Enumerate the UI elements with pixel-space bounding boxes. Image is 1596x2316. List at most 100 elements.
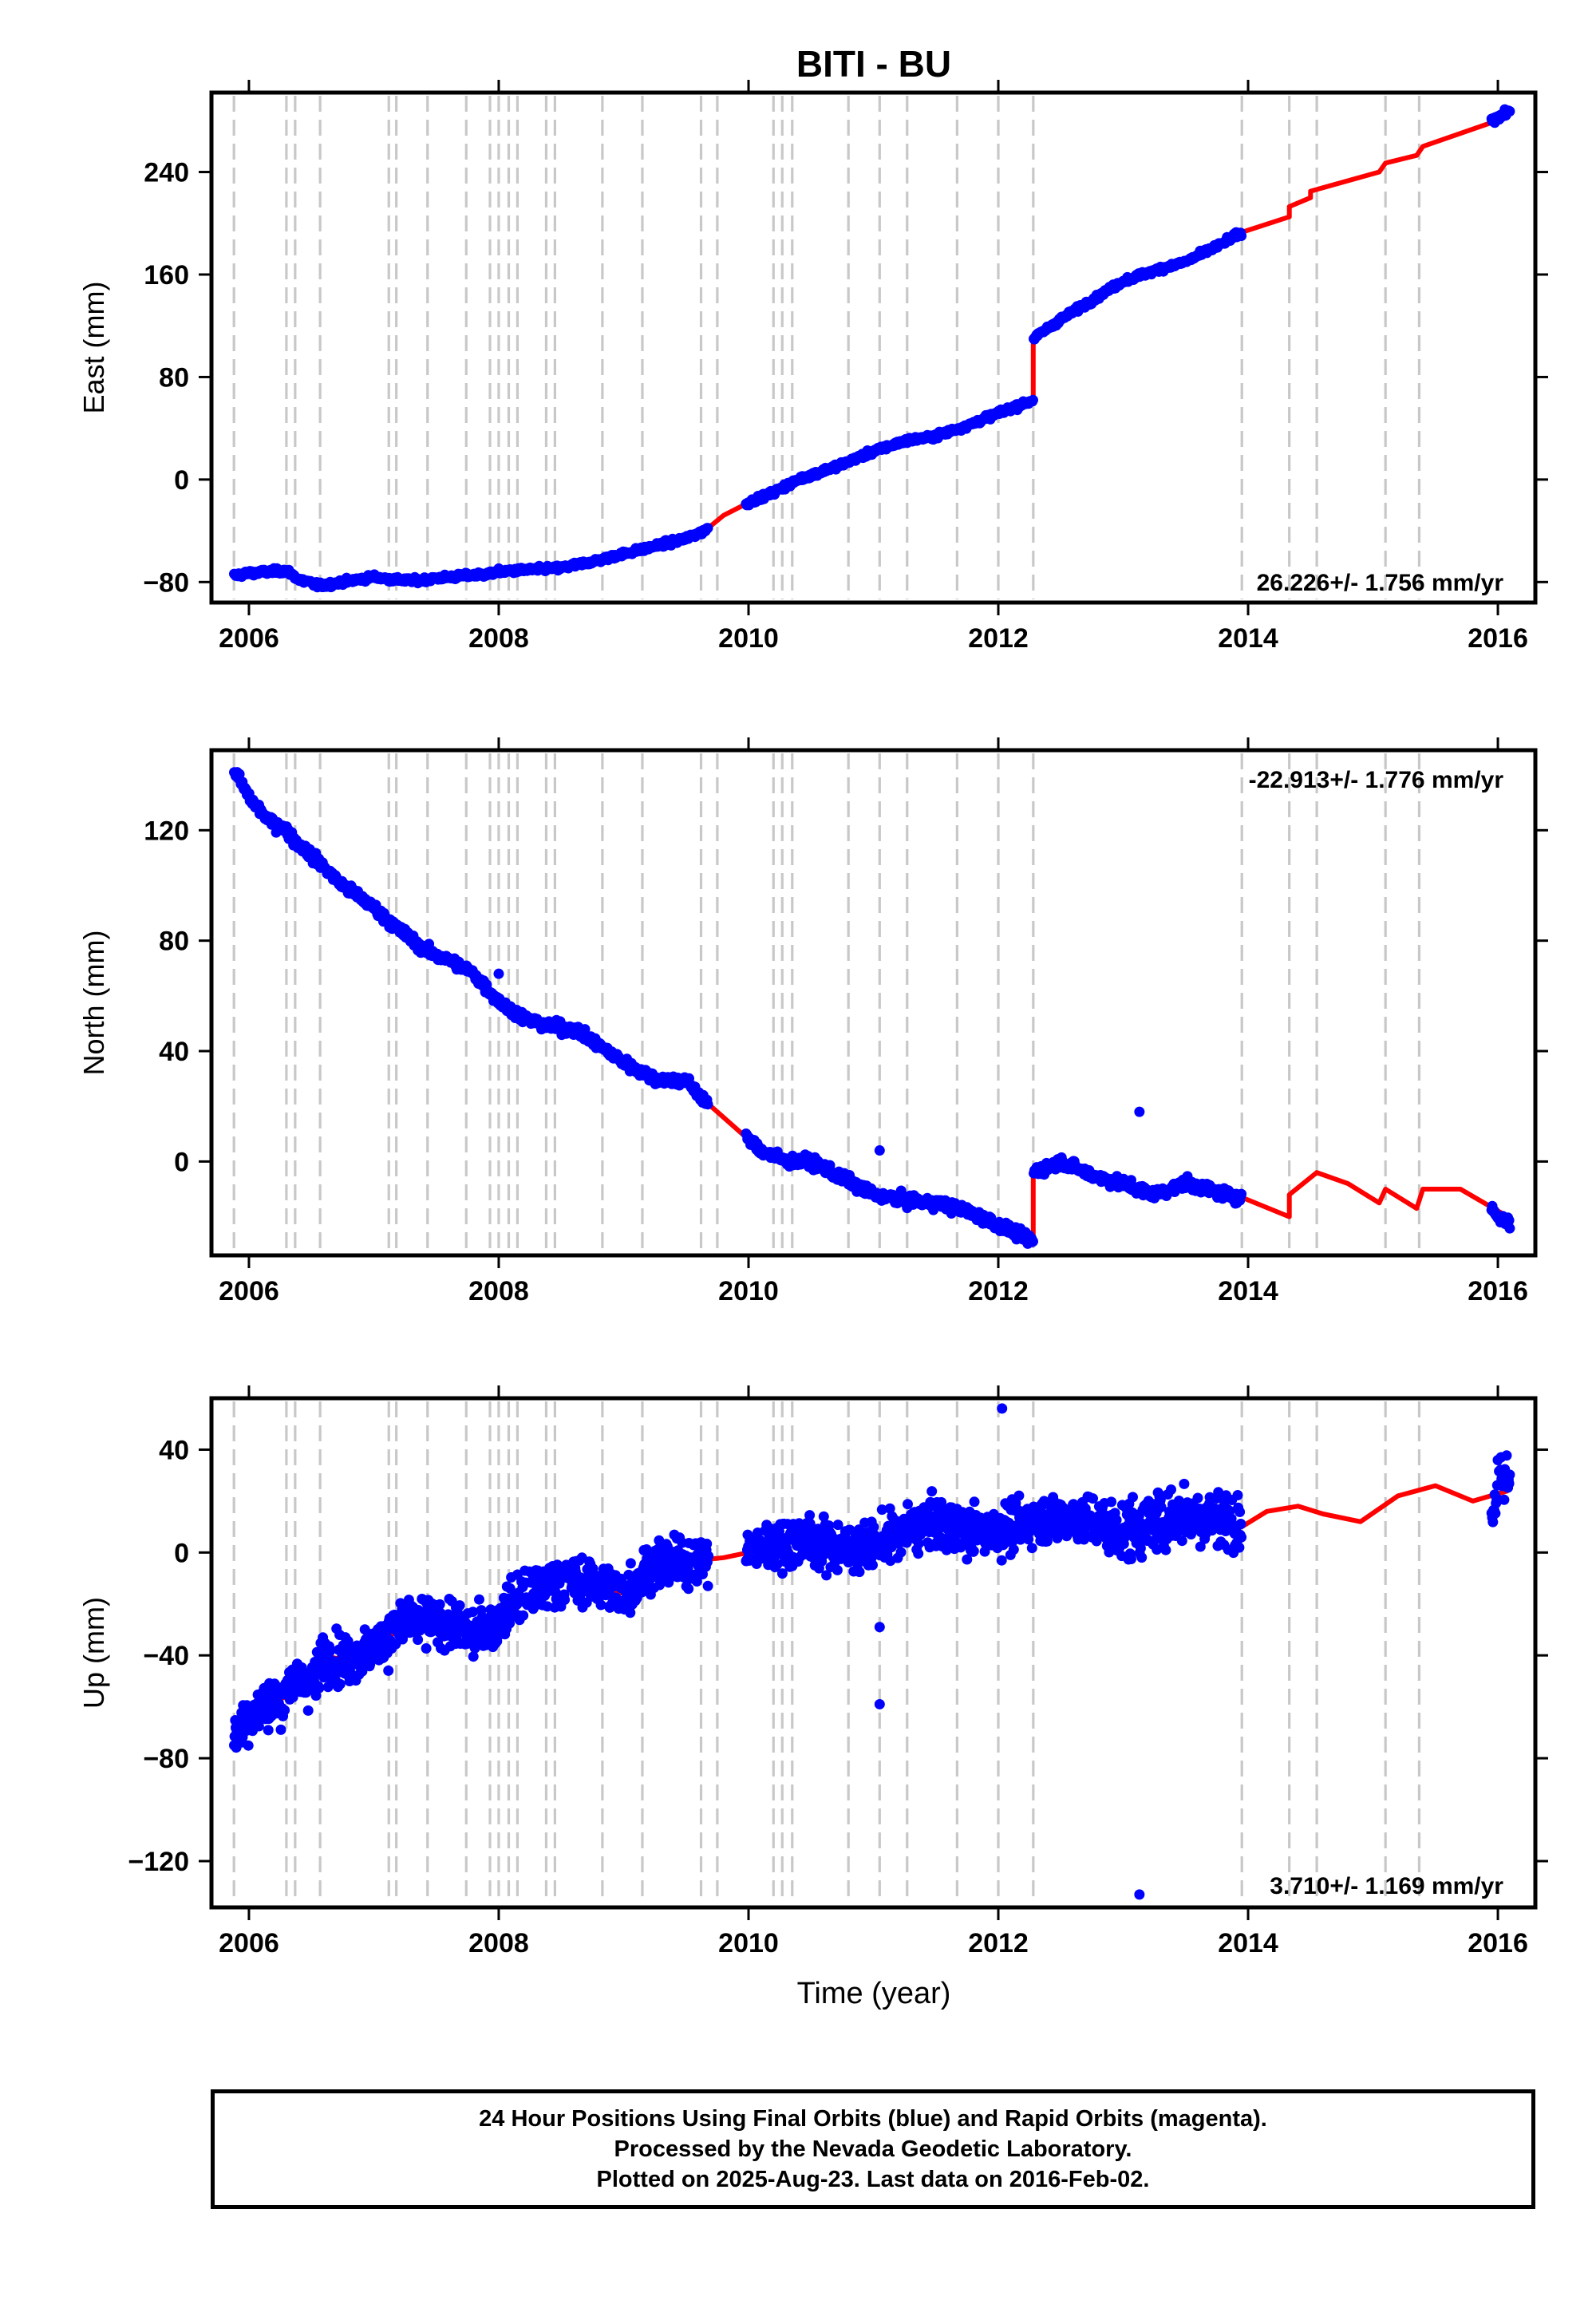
up-point-1339 xyxy=(968,1546,979,1556)
north-y-tick-label-2: 80 xyxy=(159,927,189,957)
up-point-1848 xyxy=(1235,1519,1246,1529)
up-point-1146 xyxy=(867,1559,878,1571)
up-point-699 xyxy=(595,1599,606,1611)
up-point-901 xyxy=(701,1539,713,1549)
north-outlier-point-1 xyxy=(874,1145,885,1156)
up-point-456 xyxy=(468,1651,479,1662)
up-point-1659 xyxy=(1136,1552,1148,1563)
up-point-1326 xyxy=(962,1554,973,1565)
footer-line-1: 24 Hour Positions Using Final Orbits (bl… xyxy=(479,2106,1267,2132)
north-x-tick-label-5: 2016 xyxy=(1468,1276,1528,1306)
north-rate-label: -22.913+/- 1.776 mm/yr xyxy=(1249,767,1504,793)
footer-box: 24 Hour Positions Using Final Orbits (bl… xyxy=(211,2089,1535,2209)
up-point-755 xyxy=(625,1607,636,1618)
up-point-141 xyxy=(302,1705,314,1716)
up-point-1428 xyxy=(1015,1534,1026,1545)
up-point-1827 xyxy=(1224,1505,1235,1516)
up-point-366 xyxy=(421,1643,432,1654)
up-point-1259 xyxy=(926,1486,938,1497)
north-y-tick-label-3: 120 xyxy=(144,816,189,846)
up-point-1026 xyxy=(804,1510,816,1521)
up-point-1103 xyxy=(844,1524,855,1535)
north-y-tick-label-1: 40 xyxy=(159,1037,189,1067)
east-point-1294 xyxy=(1236,231,1247,241)
up-x-tick-label-5: 2016 xyxy=(1468,1928,1528,1958)
up-point-89 xyxy=(275,1724,286,1735)
up-point-1870 xyxy=(1499,1494,1510,1505)
north-point-1323 xyxy=(1503,1215,1515,1226)
east-rate-label: 26.226+/- 1.756 mm/yr xyxy=(1257,570,1504,596)
up-point-1340 xyxy=(969,1496,980,1508)
up-y-tick-label-2: −40 xyxy=(143,1641,189,1671)
up-y-tick-label-4: 40 xyxy=(159,1435,189,1465)
up-point-1642 xyxy=(1128,1492,1138,1503)
up-point-1213 xyxy=(903,1499,913,1510)
up-point-630 xyxy=(559,1595,571,1605)
up-point-1846 xyxy=(1235,1507,1246,1517)
up-point-1121 xyxy=(854,1567,865,1578)
up-point-1573 xyxy=(1091,1535,1102,1547)
up-outlier-point-0 xyxy=(874,1622,885,1633)
east-point-1324 xyxy=(1504,106,1515,117)
up-point-1234 xyxy=(913,1538,924,1549)
east-x-tick-label-2: 2010 xyxy=(718,623,779,654)
up-y-tick-label-3: 0 xyxy=(174,1538,189,1568)
up-point-112 xyxy=(287,1692,298,1703)
east-data-points xyxy=(229,104,1515,593)
up-point-1566 xyxy=(1088,1493,1098,1504)
east-x-tick-label-3: 2012 xyxy=(968,623,1029,654)
up-point-1058 xyxy=(821,1570,832,1581)
up-point-1852 xyxy=(1487,1516,1499,1528)
up-point-1879 xyxy=(1504,1469,1515,1480)
up-point-1179 xyxy=(884,1503,895,1514)
up-point-96 xyxy=(279,1705,290,1716)
up-point-1766 xyxy=(1192,1492,1203,1504)
up-point-1079 xyxy=(832,1564,843,1575)
up-point-350 xyxy=(413,1634,424,1646)
up-rate-label: 3.710+/- 1.169 mm/yr xyxy=(1270,1873,1503,1899)
north-point-1294 xyxy=(1236,1188,1247,1199)
east-y-tick-label-3: 160 xyxy=(144,260,189,290)
up-point-574 xyxy=(530,1599,541,1611)
up-point-1627 xyxy=(1120,1529,1131,1540)
up-point-27 xyxy=(243,1740,254,1751)
north-point-1324 xyxy=(1504,1223,1515,1234)
up-point-1874 xyxy=(1501,1450,1512,1461)
up-point-1360 xyxy=(979,1546,990,1557)
up-outlier-point-3 xyxy=(1134,1889,1145,1900)
north-x-tick-label-3: 2012 xyxy=(968,1276,1029,1306)
east-y-tick-label-0: −80 xyxy=(143,567,189,598)
up-point-202 xyxy=(334,1678,346,1690)
east-point-632 xyxy=(702,523,713,534)
up-point-1164 xyxy=(876,1504,887,1516)
up-point-1845 xyxy=(1234,1542,1245,1553)
up-point-467 xyxy=(474,1594,484,1605)
up-point-1006 xyxy=(793,1518,804,1529)
up-point-1468 xyxy=(1036,1508,1047,1519)
up-x-tick-label-1: 2008 xyxy=(468,1928,529,1958)
east-x-tick-label-4: 2014 xyxy=(1218,623,1278,654)
x-axis-label: Time (year) xyxy=(797,1977,951,2010)
east-event-lines xyxy=(232,96,1421,599)
up-point-1053 xyxy=(818,1511,829,1522)
up-point-430 xyxy=(454,1600,465,1611)
east-x-tick-label-1: 2008 xyxy=(468,623,529,654)
north-x-tick-label-1: 2008 xyxy=(468,1276,529,1306)
north-data-points xyxy=(229,767,1515,1249)
up-point-1842 xyxy=(1232,1490,1243,1500)
up-data-points xyxy=(229,1403,1515,1900)
up-point-1805 xyxy=(1213,1487,1224,1498)
up-point-455 xyxy=(468,1607,479,1618)
up-point-866 xyxy=(683,1583,694,1595)
north-x-tick-label-4: 2014 xyxy=(1218,1276,1278,1306)
up-point-1696 xyxy=(1156,1501,1167,1512)
up-point-1878 xyxy=(1503,1478,1515,1489)
up-y-tick-label-0: −120 xyxy=(128,1847,189,1877)
up-point-1080 xyxy=(832,1520,843,1531)
up-point-1849 xyxy=(1236,1531,1247,1543)
up-y-tick-label-1: −80 xyxy=(143,1744,189,1774)
east-x-tick-label-5: 2016 xyxy=(1468,623,1528,654)
